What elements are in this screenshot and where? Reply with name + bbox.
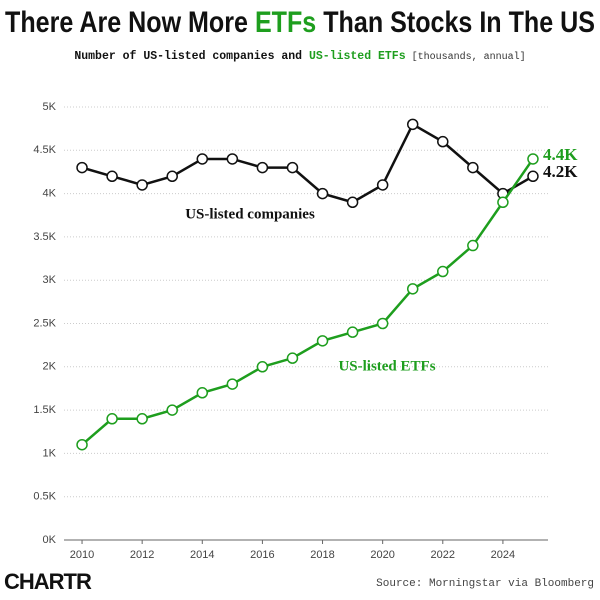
point <box>316 335 329 347</box>
title-part: ETFs <box>255 6 316 39</box>
point <box>256 161 269 174</box>
title-part: Than Stocks In The US <box>316 6 595 39</box>
x-tick-label: 2022 <box>431 549 455 561</box>
point <box>406 283 419 295</box>
y-tick-label: 5K <box>43 101 57 113</box>
y-tick-label: 0K <box>43 534 57 546</box>
point <box>376 179 389 191</box>
x-tick-label: 2012 <box>130 549 154 561</box>
point <box>136 413 148 425</box>
y-tick-label: 4.5K <box>33 144 56 156</box>
point <box>437 265 449 278</box>
y-tick-label: 4K <box>43 188 57 200</box>
point <box>226 153 239 165</box>
point <box>286 352 299 364</box>
point <box>406 118 419 131</box>
subtitle-part: [thousands, annual] <box>406 51 526 63</box>
y-tick-label: 1.5K <box>33 404 56 416</box>
point <box>376 317 389 330</box>
point <box>166 404 178 416</box>
point <box>196 153 209 165</box>
point <box>527 153 539 165</box>
value-label: 4.4K <box>543 145 578 164</box>
series-label: US-listed companies <box>185 206 315 222</box>
y-tick-label: 1K <box>43 447 57 459</box>
point <box>106 413 118 425</box>
source: Source: Morningstar via Bloomberg <box>376 578 594 590</box>
point <box>76 438 88 451</box>
point <box>136 179 148 191</box>
point <box>527 170 539 183</box>
series-line <box>81 122 534 204</box>
point <box>467 239 479 252</box>
subtitle-part: US-listed ETFs <box>309 50 406 63</box>
x-tick-label: 2020 <box>370 549 394 561</box>
y-tick-label: 3K <box>43 274 57 286</box>
series-line <box>81 158 534 446</box>
chart-title: There Are Now More ETFs Than Stocks In T… <box>5 6 595 39</box>
y-tick-label: 2K <box>43 361 57 373</box>
brand-logo: CHARTR <box>4 569 92 594</box>
value-label: 4.2K <box>543 162 578 181</box>
point <box>106 170 118 183</box>
point <box>76 161 88 174</box>
point <box>256 361 269 373</box>
subtitle-part: Number of US-listed companies and <box>74 50 309 63</box>
x-tick-label: 2018 <box>310 549 334 561</box>
point <box>286 161 299 174</box>
series-label: US-listed ETFs <box>338 358 435 374</box>
point <box>196 387 209 399</box>
point <box>226 378 239 390</box>
point <box>467 161 479 174</box>
point <box>437 135 449 148</box>
x-tick-label: 2014 <box>190 549 214 561</box>
subtitle: Number of US-listed companies and US-lis… <box>74 50 525 63</box>
point <box>316 187 329 200</box>
x-tick-label: 2016 <box>250 549 274 561</box>
y-tick-label: 2.5K <box>33 317 56 329</box>
y-tick-label: 3.5K <box>33 231 56 243</box>
point <box>497 196 509 209</box>
y-tick-label: 0.5K <box>33 491 56 503</box>
x-tick-label: 2010 <box>70 549 94 561</box>
title-part: There Are Now More <box>5 6 255 39</box>
point <box>346 326 359 338</box>
point <box>346 196 359 209</box>
point <box>166 170 178 183</box>
x-tick-label: 2024 <box>491 549 515 561</box>
